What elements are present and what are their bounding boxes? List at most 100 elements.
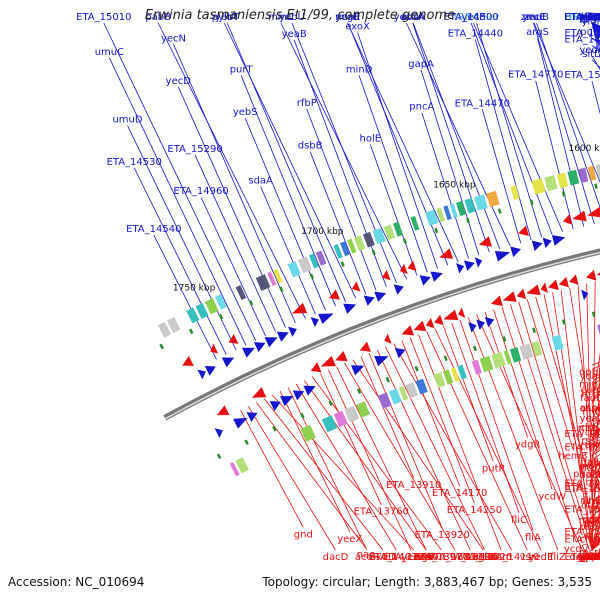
reverse-gene xyxy=(458,307,466,318)
forward-gene-inner xyxy=(484,316,495,328)
gene-label: oppA xyxy=(579,552,600,563)
feature-block xyxy=(531,178,546,195)
gene-label: holE xyxy=(360,133,382,144)
feature-block xyxy=(587,165,597,181)
label-leader xyxy=(426,331,528,551)
scale-tick xyxy=(159,343,164,350)
gene-label: sbcB xyxy=(580,12,600,23)
gene-label: flhC xyxy=(582,408,600,419)
feature-block xyxy=(433,372,446,388)
gene-label: proQ xyxy=(580,552,600,563)
scale-tick xyxy=(594,183,598,189)
feature-block xyxy=(510,185,520,201)
gene-label: ETA_13870 xyxy=(564,12,600,23)
feature-block xyxy=(491,351,506,369)
forward-gene-inner xyxy=(280,396,294,407)
reverse-gene xyxy=(320,355,336,367)
label-leader xyxy=(412,22,490,253)
forward-gene-inner xyxy=(350,365,365,376)
gene-label: aglB xyxy=(472,552,494,563)
label-leader xyxy=(537,37,585,227)
gene-label: yeeA xyxy=(401,552,426,563)
label-leader xyxy=(560,289,593,551)
gene-label: ETA_15380 xyxy=(564,484,600,495)
gene-label: ycdV xyxy=(564,544,589,555)
reverse-gene xyxy=(413,320,427,332)
gene-label: minD xyxy=(346,64,373,75)
reverse-gene-outer xyxy=(329,289,340,300)
gene-label: yeaB xyxy=(282,29,307,40)
forward-gene xyxy=(542,237,552,249)
gene-label: ETA_15100 xyxy=(564,443,600,454)
gene-label: ETA_14860 xyxy=(564,479,600,490)
label-leader xyxy=(311,376,442,551)
forward-gene-labels: ETA_14540 ETA_14530 umuD umuC ETA_15010 ETA_1… xyxy=(76,12,600,235)
reverse-gene xyxy=(516,288,527,300)
gene-label: cheA xyxy=(580,534,600,545)
gene-label: motB xyxy=(579,515,600,526)
gene-label: yegH xyxy=(579,13,600,24)
label-leader xyxy=(260,186,316,315)
reverse-gene xyxy=(526,284,541,296)
feature-block xyxy=(229,461,240,477)
gene-label: cheW xyxy=(578,552,600,563)
feature-block xyxy=(471,359,482,375)
gene-label: putA xyxy=(580,27,600,38)
gene-label: ETA_15290 xyxy=(167,144,222,155)
gene-label: putP xyxy=(482,463,505,474)
gene-label: ruvA xyxy=(580,440,600,451)
label-leader xyxy=(467,317,559,551)
scale-label: 1700 kbp xyxy=(301,227,344,237)
forward-gene-inner xyxy=(214,428,223,439)
gene-label: ETA_14360 xyxy=(564,12,600,23)
gene-label: ETA_14250 xyxy=(447,505,502,516)
feature-block xyxy=(455,200,467,217)
feature-block xyxy=(214,294,227,310)
gene-label: msbB xyxy=(578,423,600,434)
gene-label: yeaZ xyxy=(579,413,600,424)
gene-label: ETA_14110 xyxy=(484,552,539,563)
feature-block xyxy=(372,227,386,245)
forward-gene xyxy=(264,337,278,348)
forward-gene xyxy=(510,246,521,258)
forward-gene xyxy=(204,365,216,376)
gene-label: ugd xyxy=(582,514,600,525)
forward-gene-inner xyxy=(233,417,248,429)
gene-label: ETA_13750 xyxy=(564,12,600,23)
gene-label: dsbB xyxy=(298,141,323,152)
scale-tick xyxy=(561,191,566,197)
gene-label: aglA xyxy=(415,552,437,563)
label-leader xyxy=(248,406,336,551)
forward-gene-inner xyxy=(246,412,258,423)
label-leader xyxy=(418,334,502,551)
gene-label: purT xyxy=(230,65,254,76)
feature-block xyxy=(377,392,392,409)
label-leader xyxy=(360,356,415,479)
scale-tick xyxy=(466,217,470,224)
scale-tick xyxy=(561,319,566,325)
reverse-gene xyxy=(310,362,322,373)
label-leader xyxy=(526,299,574,450)
gene-label: ETA_13970 xyxy=(414,552,469,563)
gene-label: fliD xyxy=(584,12,600,23)
label-leader xyxy=(295,383,397,551)
gene-label: tRNA-Asn xyxy=(569,12,600,23)
label-leader xyxy=(303,380,427,551)
feature-block xyxy=(297,256,312,274)
feature-block xyxy=(410,216,420,231)
gene-label: ETA_14330 xyxy=(564,552,600,563)
label-leader xyxy=(226,22,347,303)
gene-label: pehA xyxy=(579,12,600,23)
gene-label: ETA_13930 xyxy=(442,552,497,563)
gene-label: ETA_13920 xyxy=(415,530,470,541)
gene-label: ycdB xyxy=(577,552,600,563)
label-leader xyxy=(577,285,593,481)
gene-label: ETA_15570 xyxy=(564,527,600,538)
gene-label: dadB xyxy=(579,470,600,481)
gene-label: ETA_14030 xyxy=(369,552,424,563)
label-leader xyxy=(109,57,247,346)
reverse-gene xyxy=(216,405,230,416)
feature-block xyxy=(393,221,404,237)
label-leader xyxy=(255,402,368,551)
gene-label: cbl xyxy=(419,552,434,563)
